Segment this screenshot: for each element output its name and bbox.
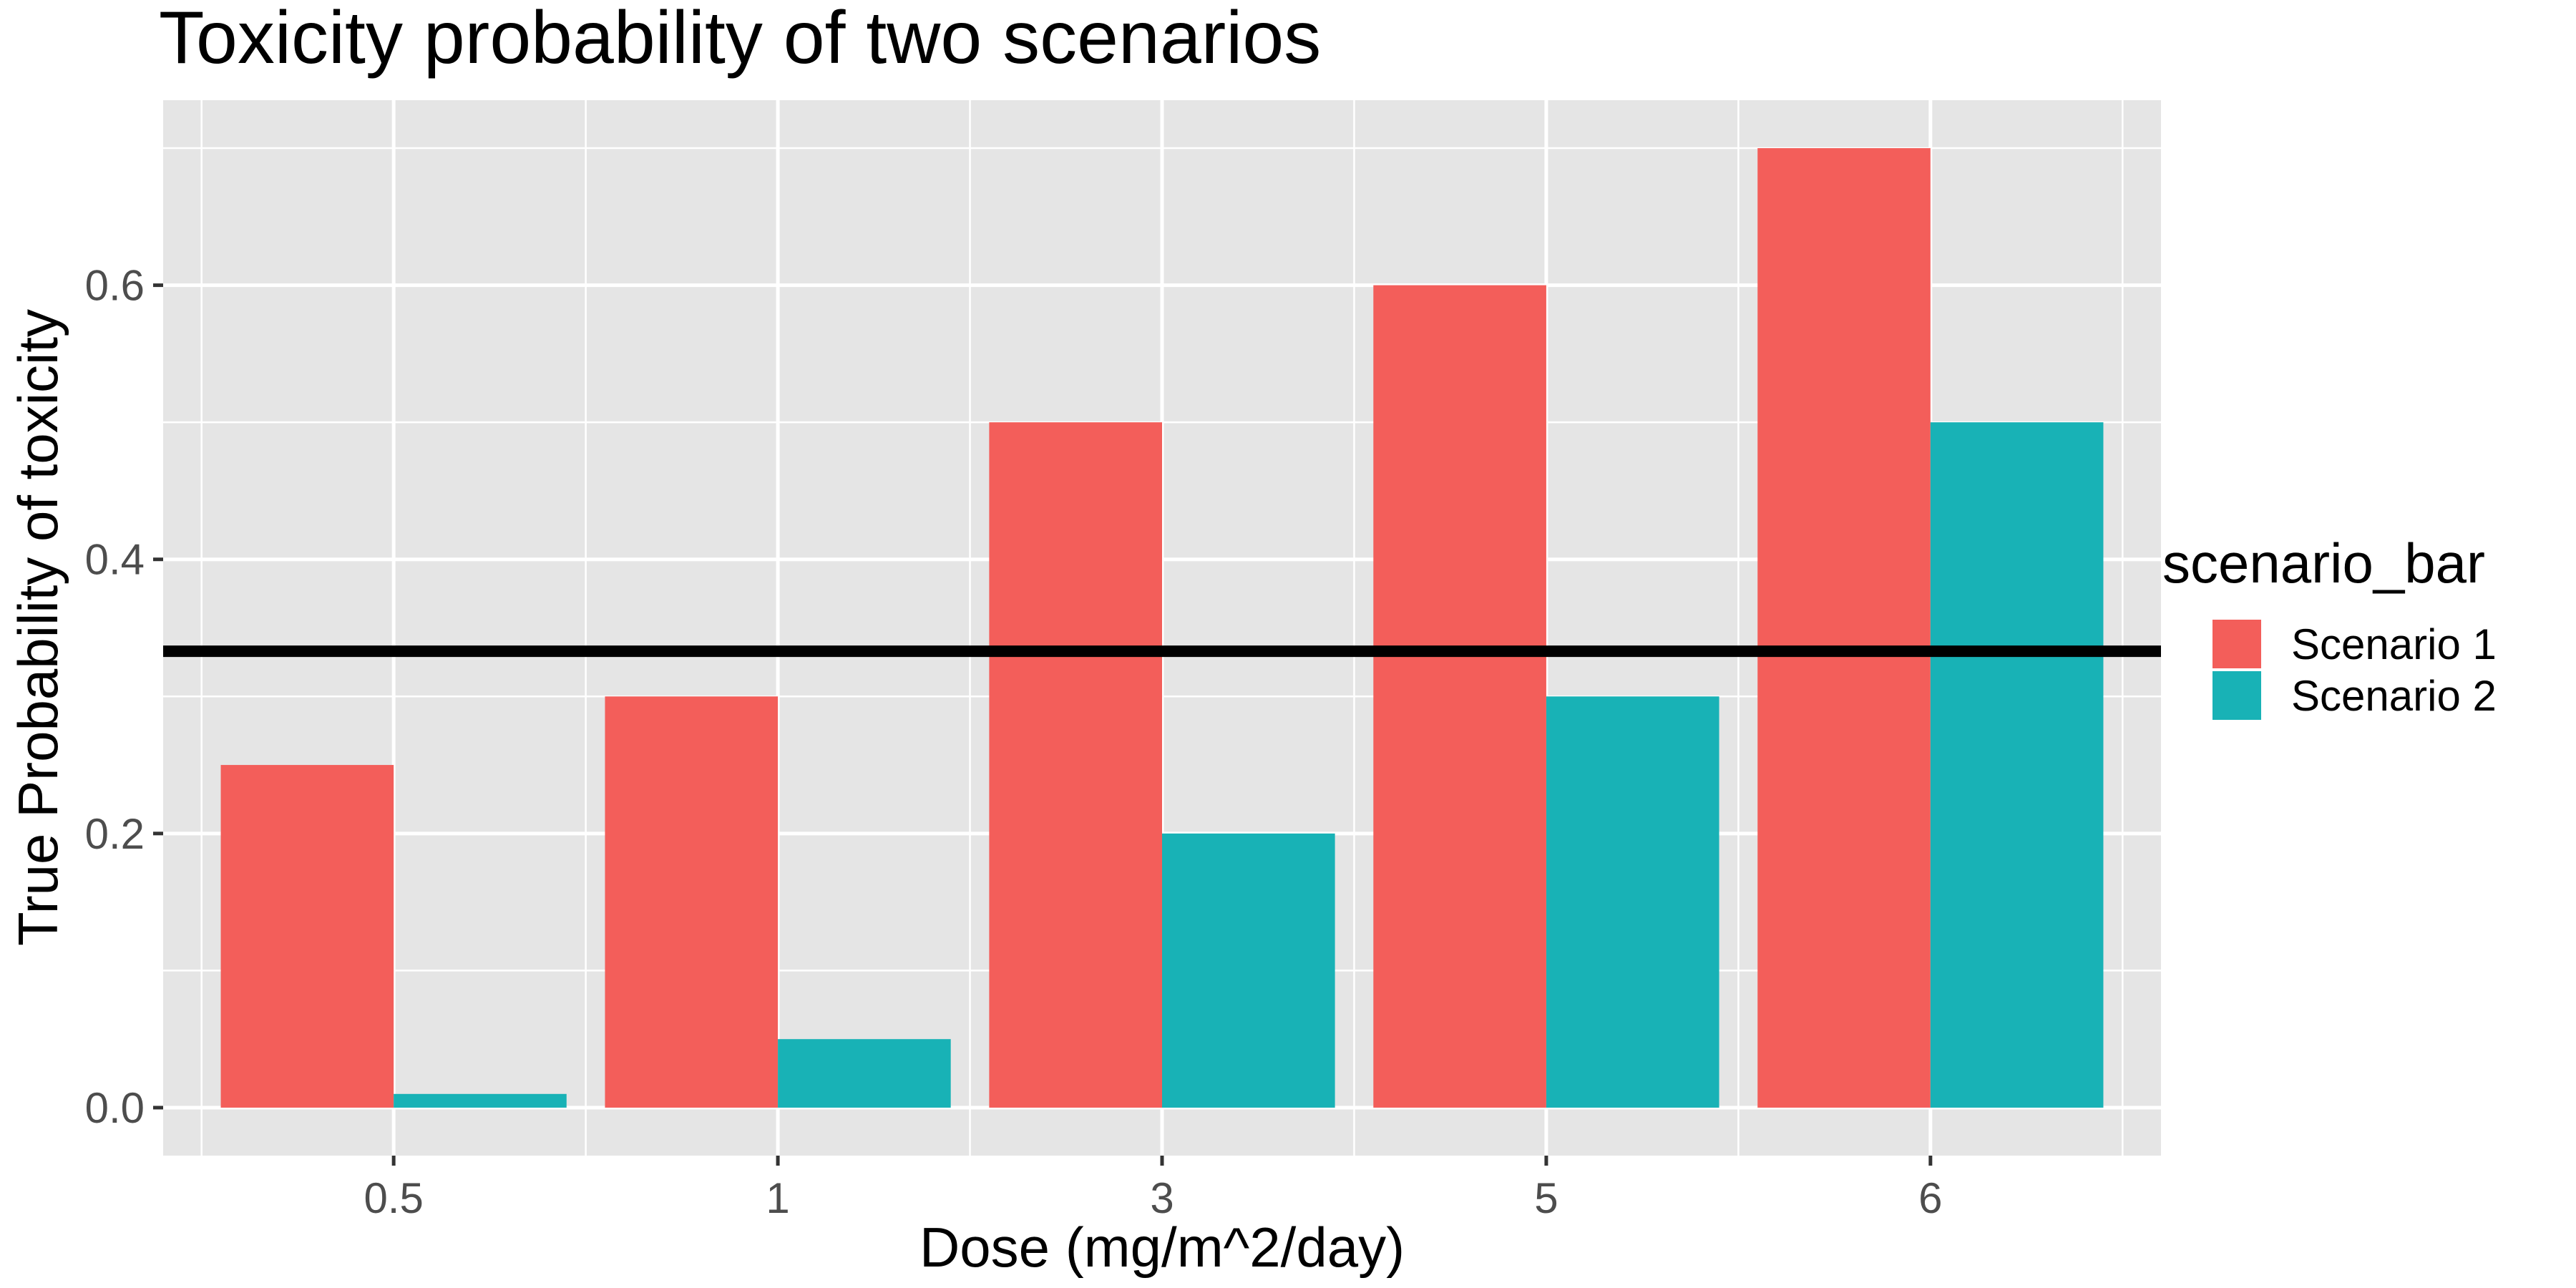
x-axis: 0.5 1 3 5 6 [364,1156,1943,1222]
legend-title: scenario_bar [2162,532,2485,595]
x-tick-label: 0.5 [364,1174,423,1222]
x-tick-label: 3 [1150,1174,1174,1222]
bar-scenario-1-0.5 [220,765,394,1108]
x-tick-label: 1 [766,1174,789,1222]
bar-scenario-2-1 [778,1039,951,1108]
bar-scenario-2-5 [1546,696,1719,1108]
bar-scenario-1-1 [605,696,779,1108]
bar-scenario-2-0.5 [394,1093,567,1108]
y-axis: 0.0 0.2 0.4 0.6 [85,262,163,1132]
bars [220,148,2104,1108]
x-tick-label: 6 [1918,1174,1942,1222]
x-axis-title: Dose (mg/m^2/day) [919,1216,1405,1279]
bar-scenario-1-3 [989,422,1162,1108]
y-tick-label: 0.2 [85,810,145,858]
y-tick-label: 0.6 [85,262,145,310]
legend-swatch [2212,671,2261,720]
y-axis-title: True Probability of toxicity [6,309,69,946]
bar-scenario-1-5 [1373,285,1546,1108]
y-tick-label: 0.4 [85,536,145,584]
bar-scenario-2-6 [1930,422,2104,1108]
chart-title: Toxicity probability of two scenarios [159,0,1321,79]
bar-scenario-1-6 [1757,148,1931,1108]
legend-label: Scenario 1 [2291,620,2497,668]
legend-swatch [2212,620,2261,668]
bar-scenario-2-3 [1162,833,1335,1108]
y-tick-label: 0.0 [85,1084,145,1132]
grid-minor-x [200,100,2124,1156]
legend-label: Scenario 2 [2291,672,2497,720]
x-tick-label: 5 [1534,1174,1558,1222]
